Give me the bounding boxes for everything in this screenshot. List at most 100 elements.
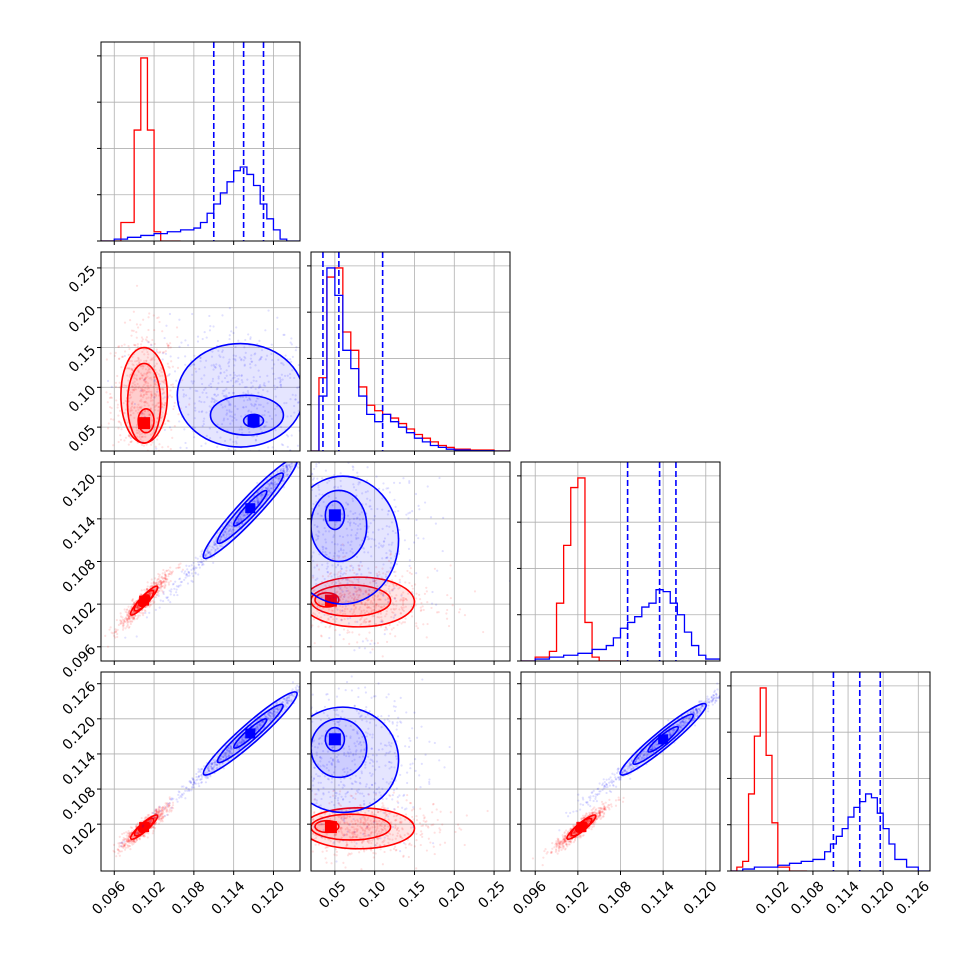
blue-point — [307, 443, 309, 445]
blue-point — [303, 457, 305, 459]
red-point — [386, 601, 390, 604]
red-point — [140, 405, 143, 408]
blue-point — [235, 480, 237, 482]
blue-point — [157, 594, 160, 597]
red-point — [398, 578, 401, 581]
red-point — [160, 413, 163, 416]
blue-point — [372, 579, 375, 583]
red-point — [160, 812, 163, 815]
blue-point — [328, 479, 331, 482]
blue-point — [347, 649, 349, 651]
blue-point — [279, 470, 282, 473]
red-point — [157, 405, 160, 409]
red-point — [137, 403, 140, 406]
red-point — [362, 582, 366, 586]
blue-point — [187, 413, 190, 416]
red-point — [157, 409, 160, 412]
blue-point — [336, 414, 338, 416]
blue-point — [212, 325, 215, 328]
blue-point — [257, 386, 260, 389]
blue-point — [301, 494, 303, 496]
red-point — [379, 606, 382, 609]
red-point — [129, 410, 132, 413]
blue-point — [311, 473, 314, 476]
blue-point — [271, 482, 274, 485]
blue-point — [369, 499, 372, 502]
blue-point — [353, 649, 356, 652]
red-point — [331, 557, 335, 560]
red-point — [304, 623, 306, 625]
red-point — [164, 573, 167, 577]
red-point — [355, 587, 358, 590]
blue-point — [159, 599, 162, 602]
blue-point — [205, 553, 208, 556]
red-point — [145, 588, 149, 591]
red-point — [393, 597, 396, 600]
red-point — [150, 819, 153, 822]
red-point — [160, 807, 163, 810]
blue-point — [271, 483, 274, 486]
red-point — [124, 436, 128, 439]
blue-point — [357, 481, 360, 484]
red-point — [153, 827, 157, 830]
blue-point — [161, 392, 164, 395]
red-point — [145, 605, 148, 608]
blue-point — [328, 425, 330, 427]
blue-point — [273, 407, 276, 411]
red-point — [335, 591, 338, 594]
blue-point — [186, 344, 190, 347]
red-point — [162, 391, 166, 394]
blue-point — [305, 441, 307, 443]
blue-point — [121, 841, 124, 844]
red-point — [159, 817, 163, 820]
red-point — [142, 834, 145, 837]
blue-point — [183, 578, 186, 581]
blue-point — [213, 540, 216, 543]
red-point — [139, 377, 142, 380]
red-point — [136, 411, 140, 414]
blue-point — [293, 549, 295, 551]
red-point — [389, 632, 392, 635]
blue-point — [177, 356, 180, 359]
blue-point — [354, 511, 357, 515]
blue-point — [378, 542, 381, 545]
red-point — [126, 619, 129, 622]
blue-point — [317, 678, 319, 680]
red-point — [135, 431, 139, 435]
blue-point — [253, 403, 256, 406]
blue-point — [179, 446, 182, 449]
blue-point — [286, 445, 289, 448]
blue-point — [312, 574, 315, 577]
red-point — [398, 621, 401, 624]
red-point — [353, 571, 356, 575]
red-point — [155, 810, 158, 813]
blue-point — [255, 500, 258, 503]
red-point — [355, 598, 358, 601]
blue-point — [145, 457, 147, 459]
blue-point — [369, 440, 371, 442]
blue-point — [282, 476, 286, 480]
red-point — [131, 385, 134, 388]
panel-2-1 — [293, 440, 511, 665]
blue-point — [311, 673, 313, 675]
red-point — [304, 618, 306, 620]
blue-point — [326, 562, 329, 565]
red-point — [363, 603, 367, 606]
blue-point — [290, 458, 292, 460]
red-point — [128, 833, 131, 836]
blue-point — [267, 490, 270, 493]
blue-point — [219, 539, 222, 543]
red-point — [153, 815, 157, 819]
blue-point — [218, 544, 222, 547]
red-point — [132, 840, 135, 843]
red-point — [180, 480, 182, 482]
red-point — [137, 408, 140, 411]
blue-point — [379, 620, 382, 623]
red-point — [145, 587, 149, 591]
red-point — [308, 566, 310, 568]
red-point — [390, 628, 393, 631]
red-point — [158, 814, 162, 817]
red-point — [343, 593, 346, 597]
red-point — [317, 568, 321, 571]
red-point — [353, 608, 356, 611]
